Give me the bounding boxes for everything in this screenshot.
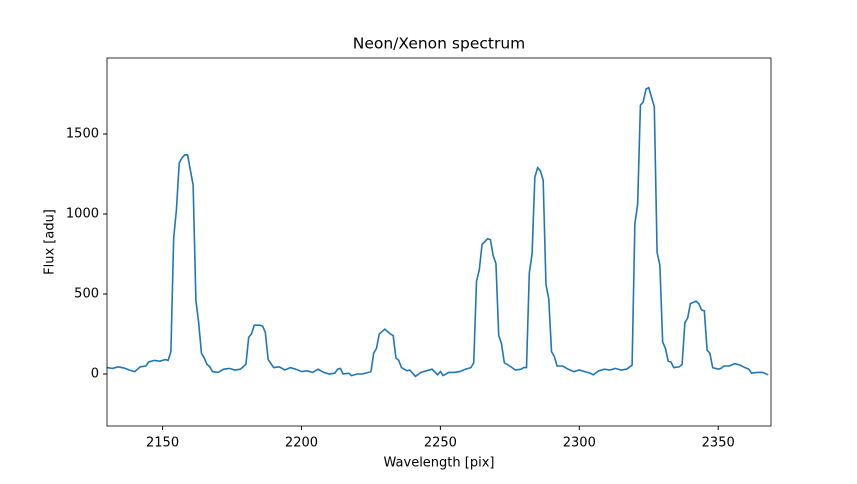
y-axis-label: Flux [adu] — [43, 209, 58, 275]
x-tick-label: 2300 — [563, 436, 596, 451]
y-tick-label: 500 — [74, 287, 99, 302]
y-tick-label: 1500 — [66, 127, 99, 142]
line-series — [107, 86, 769, 378]
y-tick-label: 1000 — [66, 207, 99, 222]
x-tick-label: 2150 — [146, 436, 179, 451]
chart-title: Neon/Xenon spectrum — [353, 35, 526, 53]
x-tick-label: 2250 — [424, 436, 457, 451]
x-tick-label: 2200 — [285, 436, 318, 451]
x-axis-label: Wavelength [pix] — [384, 456, 495, 471]
x-tick-label: 2350 — [702, 436, 735, 451]
y-tick-label: 0 — [91, 367, 99, 382]
plot-frame — [106, 57, 772, 427]
